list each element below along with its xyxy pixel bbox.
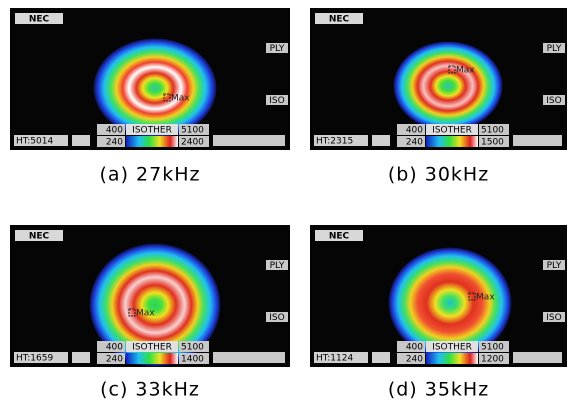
mode-label: ISO: [546, 313, 561, 323]
iso-high-bottom: 1400: [181, 355, 204, 365]
status-box: [213, 352, 285, 363]
caption: (d) 35kHz: [388, 379, 489, 401]
iso-low-top: 400: [106, 343, 123, 353]
figure: NEC PLY ISO Max HT:5014 400 ISOTHER 5100 240 2400…: [0, 0, 575, 405]
mode-label: PLY: [270, 44, 285, 54]
ht-label: HT:2315: [316, 137, 353, 147]
mode-label: ISO: [269, 96, 284, 106]
mode-label: PLY: [270, 261, 285, 271]
max-label: Max: [136, 309, 155, 319]
iso-high-bottom: 2400: [181, 138, 204, 148]
cursor-box: [372, 135, 390, 146]
iso-low-bottom: 240: [106, 138, 123, 148]
iso-high-top: 5100: [481, 126, 504, 136]
caption: (c) 33kHz: [100, 379, 200, 401]
max-label: Max: [456, 66, 475, 76]
iso-low-bottom: 240: [106, 355, 123, 365]
iso-low-top: 400: [406, 126, 423, 136]
iso-high-bottom: 1200: [481, 355, 504, 365]
status-box: [513, 135, 562, 146]
thermal-panel: NEC PLY ISO Max HT:5014 400 ISOTHER 5100 240 2400: [10, 8, 290, 150]
ht-label: HT:5014: [16, 137, 53, 147]
mode-label: ISO: [546, 96, 561, 106]
thermal-panel: NEC PLY ISO Max HT:2315 400 ISOTHER 5100 240 1500: [310, 8, 567, 150]
cursor-box: [72, 135, 90, 146]
iso-high-top: 5100: [481, 343, 504, 353]
logo: NEC: [329, 232, 350, 242]
iso-low-bottom: 240: [406, 138, 423, 148]
iso-name: ISOTHER: [132, 343, 172, 353]
color-bar: [426, 136, 478, 147]
logo: NEC: [29, 15, 50, 25]
heat-spot: [393, 41, 503, 131]
color-bar: [126, 353, 178, 364]
logo: NEC: [29, 232, 50, 242]
ht-label: HT:1124: [316, 354, 353, 364]
color-bar: [126, 136, 178, 147]
iso-low-top: 400: [106, 126, 123, 136]
max-label: Max: [171, 94, 190, 104]
cursor-box: [72, 352, 90, 363]
max-label: Max: [476, 293, 495, 303]
iso-low-top: 400: [406, 343, 423, 353]
mode-label: PLY: [547, 44, 562, 54]
iso-high-bottom: 1500: [481, 138, 504, 148]
mode-label: ISO: [269, 313, 284, 323]
ht-label: HT:1659: [16, 354, 53, 364]
caption: (b) 30kHz: [388, 164, 489, 186]
cursor-box: [372, 352, 390, 363]
heat-spot: [93, 38, 217, 138]
color-bar: [426, 353, 478, 364]
thermal-panel: NEC PLY ISO Max HT:1659 400 ISOTHER 5100 240 1400: [10, 225, 290, 367]
logo: NEC: [329, 15, 350, 25]
iso-name: ISOTHER: [132, 126, 172, 136]
iso-high-top: 5100: [181, 343, 204, 353]
iso-low-bottom: 240: [406, 355, 423, 365]
status-box: [513, 352, 562, 363]
caption: (a) 27kHz: [100, 164, 201, 186]
thermal-panel: NEC PLY ISO Max HT:1124 400 ISOTHER 5100 240 1200: [310, 225, 567, 367]
iso-name: ISOTHER: [432, 343, 472, 353]
iso-name: ISOTHER: [432, 126, 472, 136]
iso-high-top: 5100: [181, 126, 204, 136]
status-box: [213, 135, 285, 146]
mode-label: PLY: [547, 261, 562, 271]
